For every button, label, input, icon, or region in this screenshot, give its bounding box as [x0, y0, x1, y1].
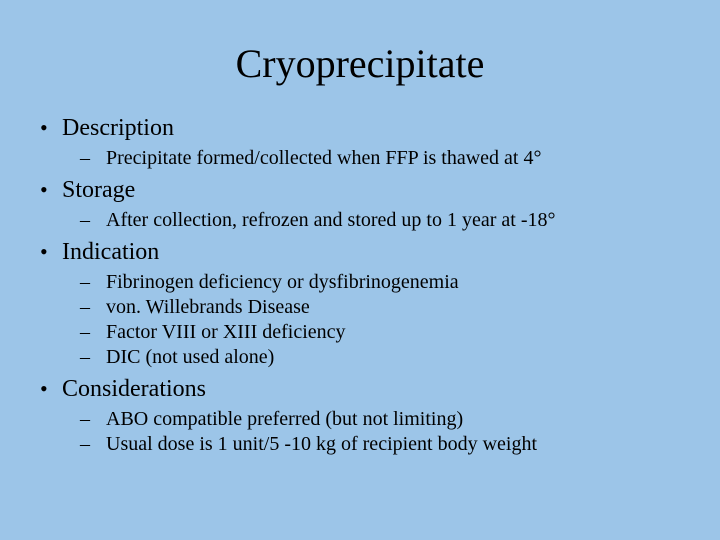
list-item: DIC (not used alone): [106, 345, 720, 370]
list-item: Factor VIII or XIII deficiency: [106, 320, 720, 345]
slide: Cryoprecipitate Description Precipitate …: [0, 0, 720, 540]
list-item: ABO compatible preferred (but not limiti…: [106, 407, 720, 432]
list-item: Precipitate formed/collected when FFP is…: [106, 146, 720, 171]
section-heading: Considerations: [62, 376, 206, 402]
section-storage: Storage After collection, refrozen and s…: [62, 177, 720, 233]
section-considerations: Considerations ABO compatible preferred …: [62, 376, 720, 457]
section-indication: Indication Fibrinogen deficiency or dysf…: [62, 239, 720, 370]
sub-list: After collection, refrozen and stored up…: [62, 208, 720, 233]
bullet-list: Description Precipitate formed/collected…: [0, 115, 720, 457]
section-description: Description Precipitate formed/collected…: [62, 115, 720, 171]
slide-title: Cryoprecipitate: [0, 40, 720, 87]
list-item: After collection, refrozen and stored up…: [106, 208, 720, 233]
list-item: Usual dose is 1 unit/5 -10 kg of recipie…: [106, 432, 720, 457]
list-item: Fibrinogen deficiency or dysfibrinogenem…: [106, 270, 720, 295]
section-heading: Description: [62, 115, 174, 141]
list-item: von. Willebrands Disease: [106, 295, 720, 320]
sub-list: ABO compatible preferred (but not limiti…: [62, 407, 720, 457]
sub-list: Fibrinogen deficiency or dysfibrinogenem…: [62, 270, 720, 370]
sub-list: Precipitate formed/collected when FFP is…: [62, 146, 720, 171]
section-heading: Indication: [62, 239, 159, 265]
section-heading: Storage: [62, 177, 135, 203]
